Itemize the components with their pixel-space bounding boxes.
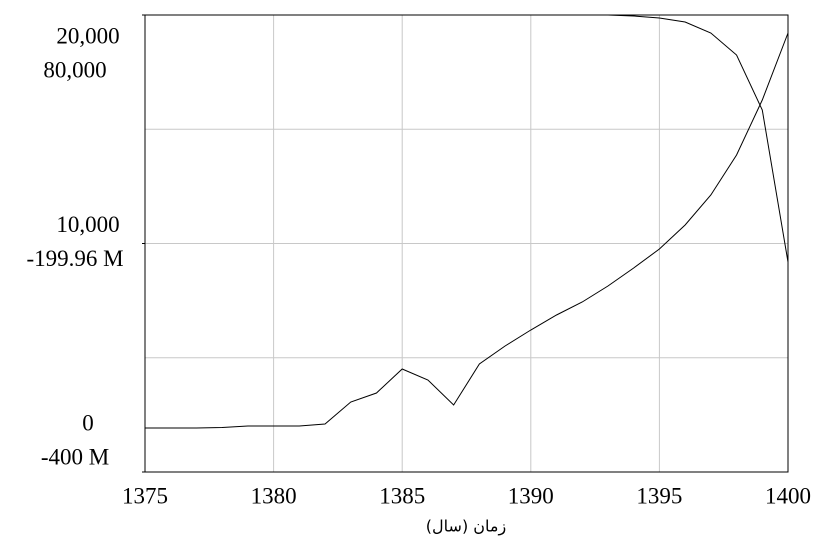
y-tick-label: 20,000 bbox=[56, 23, 119, 48]
x-tick-label: 1400 bbox=[765, 483, 811, 508]
series-line bbox=[145, 32, 789, 429]
x-tick-label: 1390 bbox=[508, 483, 554, 508]
y2-tick-label: -400 M bbox=[41, 444, 109, 469]
y-tick-label: 10,000 bbox=[56, 212, 119, 237]
x-axis-title: زمان (سال) bbox=[426, 517, 506, 537]
y2-tick-label: 80,000 bbox=[43, 57, 106, 82]
y-tick-label: 0 bbox=[82, 410, 94, 435]
x-tick-label: 1375 bbox=[122, 483, 168, 508]
x-tick-label: 1385 bbox=[379, 483, 425, 508]
series-line bbox=[145, 14, 789, 263]
x-tick-label: 1395 bbox=[636, 483, 682, 508]
y2-tick-label: -199.96 M bbox=[26, 246, 123, 271]
x-tick-label: 1380 bbox=[251, 483, 297, 508]
